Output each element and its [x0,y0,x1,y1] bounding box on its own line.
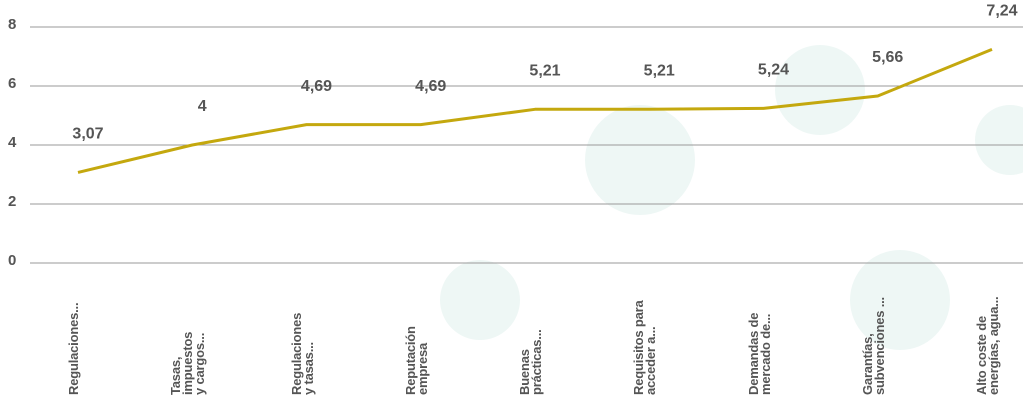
x-tick-label: Regulaciones... [66,302,81,395]
x-tick-label: Buenas prácticas... [517,329,544,395]
line [77,48,993,174]
x-tick-label: Garantías, subvenciones ... [859,297,887,395]
data-label: 5,66 [872,49,903,66]
data-label: 4 [198,98,207,115]
x-tick-label: Demandas de mercado de... [745,312,773,395]
data-label: 3,07 [72,126,103,143]
data-label: 5,21 [529,63,560,80]
x-tick-label: Regulaciones y tasas... [288,312,316,395]
y-tick-label: 0 [8,252,16,269]
background-decoration [440,45,1023,350]
y-tick-label: 2 [8,193,16,210]
data-label: 7,24 [986,3,1017,20]
x-tick-label: Alto coste de energías, agua... [974,296,1001,395]
y-tick-label: 6 [8,75,16,92]
x-tick-label: Reputación empresa [402,326,430,395]
y-tick-label: 4 [8,134,17,151]
data-label: 5,24 [758,62,789,79]
data-label: 4,69 [301,78,332,95]
data-label: 5,21 [644,63,675,80]
x-tick-label: Requisitos para acceder a... [631,300,659,395]
y-tick-label: 8 [8,16,16,33]
x-tick-label: Tasas, impuestos y cargos... [168,331,208,395]
data-label: 4,69 [415,78,446,95]
